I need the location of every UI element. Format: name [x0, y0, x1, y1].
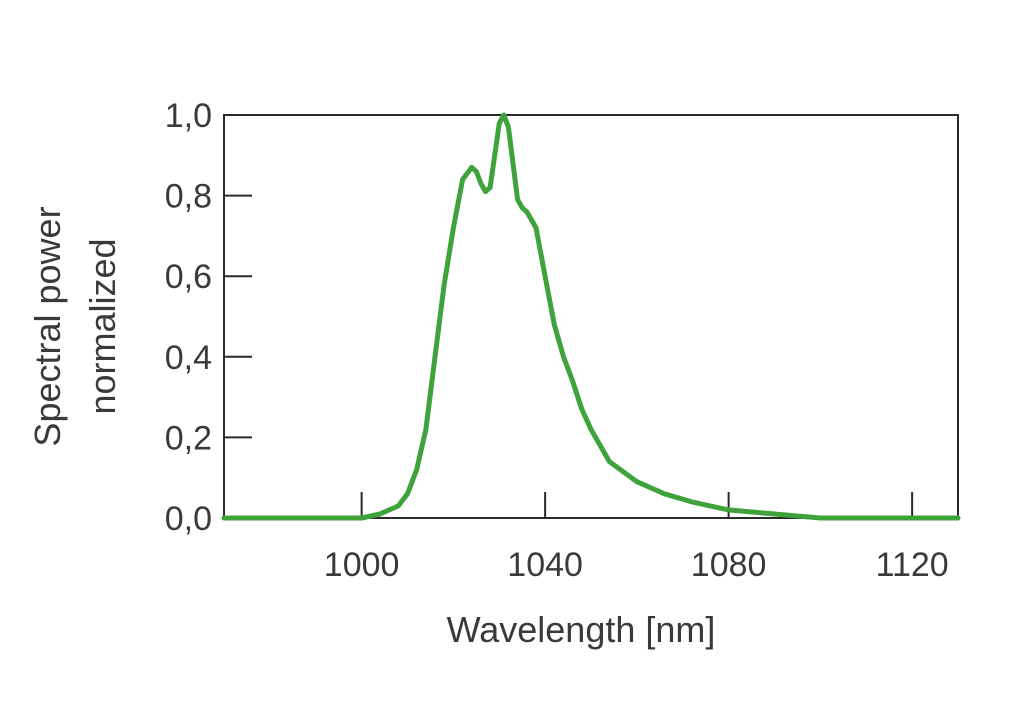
y-axis-title-line-2: normalized — [82, 238, 123, 414]
y-tick-label: 1,0 — [165, 97, 212, 135]
ticks-layer — [224, 114, 914, 519]
series-line-spectral-power — [221, 112, 961, 521]
y-tick-label: 0,2 — [165, 419, 212, 457]
x-tick-label: 1040 — [507, 546, 583, 584]
tick-labels-layer: 0,0 0,2 0,4 0,6 0,8 1,0 1000 1040 1080 1120 — [165, 97, 949, 584]
y-tick-label: 0,0 — [165, 500, 212, 538]
x-axis-title: Wavelength [nm] — [447, 609, 716, 650]
y-tick-label: 0,8 — [165, 178, 212, 216]
x-tick-label: 1000 — [324, 546, 400, 584]
y-axis-title-line-1: Spectral power — [27, 206, 68, 446]
x-tick-label: 1080 — [691, 546, 767, 584]
y-tick-label: 0,4 — [165, 339, 212, 377]
x-tick-label: 1120 — [876, 546, 949, 584]
plot-frame — [223, 114, 959, 519]
y-tick-label: 0,6 — [165, 258, 212, 296]
